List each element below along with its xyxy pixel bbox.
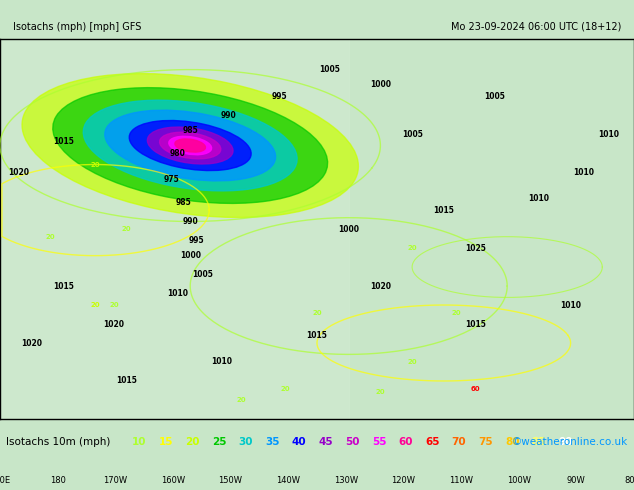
- Text: 100W: 100W: [507, 476, 531, 485]
- Text: 20: 20: [375, 390, 385, 395]
- Text: 995: 995: [189, 236, 204, 245]
- Text: 1015: 1015: [117, 376, 137, 386]
- Text: 15: 15: [159, 438, 173, 447]
- Text: 35: 35: [266, 438, 280, 447]
- Text: 150W: 150W: [219, 476, 243, 485]
- Ellipse shape: [105, 110, 276, 181]
- Text: 1020: 1020: [21, 339, 42, 347]
- Text: 55: 55: [372, 438, 386, 447]
- Text: 80: 80: [505, 438, 519, 447]
- Text: 1025: 1025: [465, 244, 486, 252]
- Text: 1020: 1020: [370, 282, 391, 291]
- Ellipse shape: [169, 136, 212, 155]
- Text: 80W: 80W: [624, 476, 634, 485]
- Text: 1000: 1000: [338, 224, 359, 234]
- Text: 990: 990: [221, 111, 236, 120]
- Text: 110W: 110W: [449, 476, 473, 485]
- Text: 1015: 1015: [434, 206, 454, 215]
- Ellipse shape: [129, 121, 251, 171]
- Text: 20: 20: [407, 245, 417, 251]
- Text: 1020: 1020: [103, 319, 125, 328]
- Text: 980: 980: [169, 148, 186, 158]
- Text: 1015: 1015: [53, 137, 74, 146]
- Text: 1010: 1010: [598, 130, 619, 139]
- Text: 995: 995: [271, 92, 287, 100]
- Text: 10: 10: [133, 438, 146, 447]
- Text: 60: 60: [399, 438, 413, 447]
- Ellipse shape: [160, 132, 221, 159]
- Bar: [0, 39, 349, 419]
- Text: 120W: 120W: [391, 476, 415, 485]
- Ellipse shape: [175, 139, 205, 152]
- Text: 1010: 1010: [573, 168, 594, 176]
- Text: Isotachs (mph) [mph] GFS: Isotachs (mph) [mph] GFS: [13, 22, 141, 32]
- Text: 50: 50: [346, 438, 359, 447]
- Text: 20: 20: [186, 438, 200, 447]
- Text: 20: 20: [451, 310, 462, 316]
- Text: 1005: 1005: [193, 270, 213, 279]
- Text: 1010: 1010: [528, 194, 550, 203]
- Text: 20: 20: [280, 386, 290, 392]
- Text: 1000: 1000: [370, 80, 391, 89]
- Text: 985: 985: [176, 198, 191, 207]
- Text: 975: 975: [164, 175, 179, 184]
- Text: 170E: 170E: [0, 476, 11, 485]
- Text: 985: 985: [183, 126, 198, 135]
- Text: 1000: 1000: [179, 251, 201, 260]
- Text: 20: 20: [122, 226, 132, 232]
- Text: 1015: 1015: [465, 319, 486, 328]
- Text: 65: 65: [425, 438, 439, 447]
- Text: 990: 990: [183, 217, 198, 226]
- Text: 1005: 1005: [402, 130, 422, 139]
- Ellipse shape: [53, 88, 328, 203]
- Text: 140W: 140W: [276, 476, 300, 485]
- Text: 20: 20: [109, 302, 119, 308]
- Text: 45: 45: [318, 438, 333, 447]
- Ellipse shape: [147, 127, 233, 164]
- Text: 1005: 1005: [320, 65, 340, 74]
- Text: 20: 20: [236, 397, 246, 403]
- Text: 160W: 160W: [161, 476, 185, 485]
- Text: 1015: 1015: [307, 331, 327, 340]
- Text: 1015: 1015: [53, 282, 74, 291]
- Text: 90: 90: [559, 438, 573, 447]
- Text: 30: 30: [239, 438, 253, 447]
- Ellipse shape: [22, 74, 358, 218]
- Text: 85: 85: [532, 438, 546, 447]
- Text: 70: 70: [451, 438, 467, 447]
- Text: 20: 20: [90, 302, 100, 308]
- Text: Isotachs 10m (mph): Isotachs 10m (mph): [6, 438, 111, 447]
- Text: 60: 60: [470, 386, 481, 392]
- Text: 90W: 90W: [567, 476, 586, 485]
- Text: 130W: 130W: [333, 476, 358, 485]
- Text: Mo 23-09-2024 06:00 UTC (18+12): Mo 23-09-2024 06:00 UTC (18+12): [451, 22, 621, 32]
- Text: 1010: 1010: [560, 300, 581, 310]
- Text: 1010: 1010: [211, 358, 233, 367]
- Text: 1010: 1010: [167, 289, 188, 298]
- Text: ©weatheronline.co.uk: ©weatheronline.co.uk: [512, 438, 628, 447]
- Text: 20: 20: [407, 359, 417, 365]
- Text: 170W: 170W: [103, 476, 127, 485]
- Text: 20: 20: [312, 310, 322, 316]
- Text: 20: 20: [46, 234, 56, 240]
- Text: 20: 20: [90, 162, 100, 168]
- Ellipse shape: [83, 100, 297, 191]
- Text: 180: 180: [49, 476, 65, 485]
- Text: 40: 40: [292, 438, 307, 447]
- Text: 1005: 1005: [484, 92, 505, 100]
- Text: 75: 75: [478, 438, 493, 447]
- Text: 25: 25: [212, 438, 226, 447]
- Text: 1020: 1020: [8, 168, 30, 176]
